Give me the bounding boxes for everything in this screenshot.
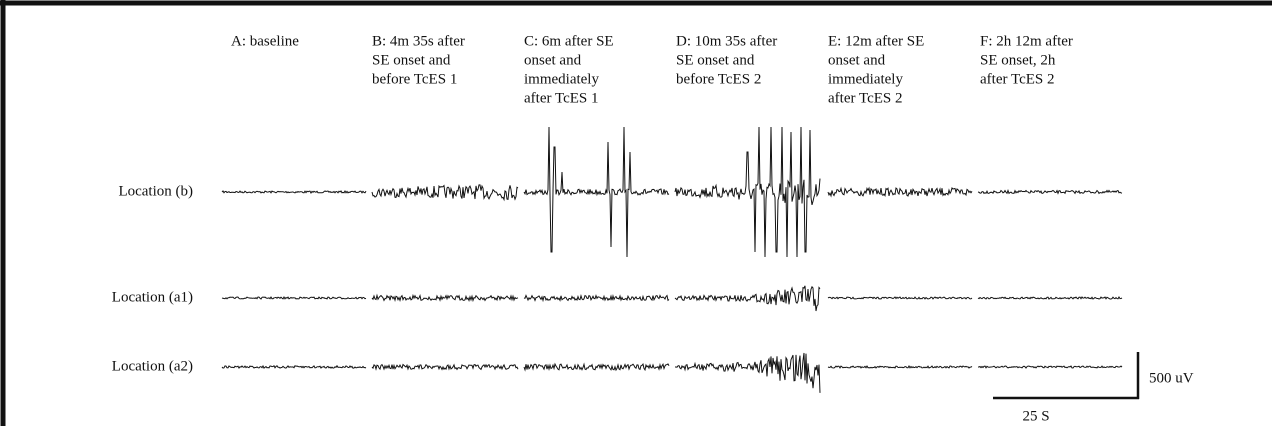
eeg-trace xyxy=(371,293,519,303)
eeg-trace xyxy=(977,296,1123,300)
eeg-trace xyxy=(827,186,973,198)
column-heading: after TcES 2 xyxy=(980,71,1054,87)
eeg-trace xyxy=(827,364,973,369)
column-heading: C: 6m after SE xyxy=(524,33,614,49)
column-heading: immediately xyxy=(828,71,903,87)
eeg-trace xyxy=(827,296,973,300)
column-heading: A: baseline xyxy=(231,33,299,49)
eeg-trace xyxy=(674,126,821,258)
column-heading: F: 2h 12m after xyxy=(980,33,1073,49)
eeg-trace xyxy=(523,293,670,303)
eeg-trace xyxy=(523,362,670,372)
column-heading: after TcES 2 xyxy=(828,90,902,106)
column-heading: SE onset and xyxy=(372,52,451,68)
column-heading: before TcES 2 xyxy=(676,71,761,87)
eeg-trace xyxy=(221,364,367,370)
eeg-trace xyxy=(977,188,1123,195)
eeg-trace xyxy=(674,285,821,312)
eeg-trace xyxy=(978,365,1123,369)
scale-bar-vertical-label: 500 uV xyxy=(1149,370,1194,386)
scale-bar-horizontal-label: 25 S xyxy=(1022,408,1049,424)
column-heading: D: 10m 35s after xyxy=(676,33,777,49)
column-heading: immediately xyxy=(524,71,599,87)
column-heading: before TcES 1 xyxy=(372,71,457,87)
eeg-trace xyxy=(221,295,367,300)
row-label: Location (b) xyxy=(118,183,193,199)
column-heading: B: 4m 35s after xyxy=(372,33,465,49)
eeg-trace xyxy=(371,184,519,202)
column-heading: onset and xyxy=(524,52,582,68)
eeg-trace xyxy=(675,352,821,393)
column-heading: E: 12m after SE xyxy=(828,33,924,49)
column-heading: SE onset and xyxy=(676,52,755,68)
eeg-trace xyxy=(221,189,367,194)
column-heading: SE onset, 2h xyxy=(980,52,1056,68)
eeg-trace xyxy=(371,363,519,371)
eeg-trace xyxy=(523,126,670,258)
traces xyxy=(221,126,1123,393)
column-heading: after TcES 1 xyxy=(524,90,598,106)
row-label: Location (a1) xyxy=(112,289,193,305)
column-heading: onset and xyxy=(828,52,886,68)
row-label: Location (a2) xyxy=(112,358,193,374)
